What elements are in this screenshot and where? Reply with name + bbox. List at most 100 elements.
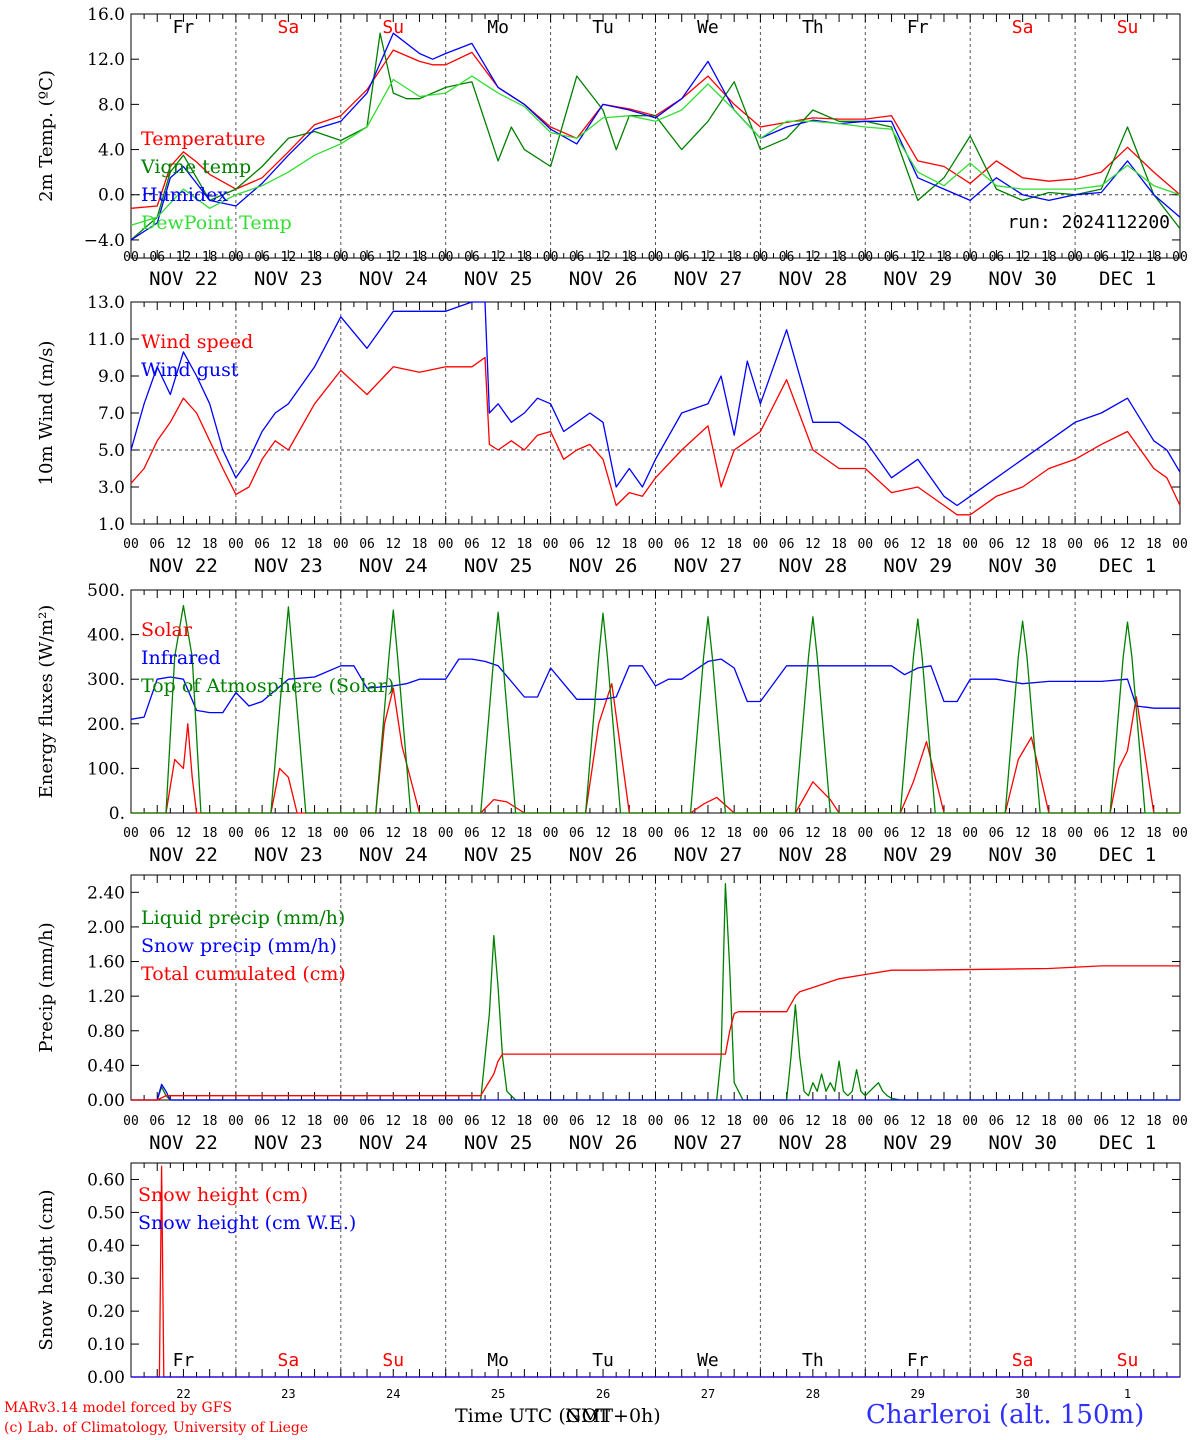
hour-tick-label: 06	[989, 250, 1005, 265]
y-tick-label: 0.0	[98, 186, 125, 206]
hour-tick-label: 00	[1172, 826, 1188, 841]
hour-tick-label: 18	[202, 826, 218, 841]
hour-tick-label: 06	[779, 826, 795, 841]
legend-entry: Temperature	[141, 128, 265, 150]
hour-tick-label: 00	[1067, 537, 1083, 552]
model-credit: MARv3.14 model forced by GFS	[4, 1400, 233, 1416]
hour-tick-label: 00	[857, 250, 873, 265]
series-line-top-of-atmosphere-solar-	[131, 604, 1180, 814]
hour-tick-label: 00	[543, 250, 559, 265]
y-tick-label: 0.50	[87, 1203, 125, 1223]
date-label: NOV 29	[883, 268, 952, 290]
y-tick-label: 500.	[87, 581, 125, 601]
hour-tick-label: 18	[831, 537, 847, 552]
hour-tick-label: 18	[621, 1114, 637, 1129]
series-line-total-cumulated-cm-	[131, 965, 1180, 1101]
hour-tick-label: 06	[884, 250, 900, 265]
date-label: NOV 28	[779, 1132, 848, 1154]
hour-tick-label: 06	[254, 537, 270, 552]
hour-tick-label: 06	[569, 537, 585, 552]
hour-tick-label: 00	[438, 1114, 454, 1129]
hour-tick-label: 00	[1172, 1114, 1188, 1129]
y-tick-label: 0.80	[87, 1022, 125, 1042]
hour-tick-label: 00	[962, 826, 978, 841]
hour-tick-label: 00	[333, 826, 349, 841]
hour-tick-label: 06	[464, 250, 480, 265]
hour-tick-label: 12	[385, 1114, 401, 1129]
hour-tick-label: 00	[962, 1114, 978, 1129]
hour-tick-label: 00	[438, 537, 454, 552]
hour-tick-label: 18	[831, 826, 847, 841]
weekday-label: Sa	[278, 1350, 300, 1371]
hour-tick-label: 06	[779, 1114, 795, 1129]
hour-tick-label: 18	[307, 1114, 323, 1129]
hour-tick-label: 18	[936, 250, 952, 265]
hour-tick-label: 12	[176, 1114, 192, 1129]
hour-tick-label: 06	[149, 537, 165, 552]
hour-tick-label: 06	[149, 1114, 165, 1129]
series-line-wind-gust	[130, 301, 1181, 507]
date-label: NOV 28	[779, 555, 848, 577]
weekday-label: Th	[802, 1350, 824, 1371]
legend-entry: Infrared	[141, 647, 221, 669]
y-tick-label: 7.0	[98, 404, 125, 424]
day-number-label: 26	[596, 1387, 610, 1401]
y-tick-label: 16.0	[87, 5, 125, 25]
hour-tick-label: 18	[1146, 1114, 1162, 1129]
hour-tick-label: 00	[857, 1114, 873, 1129]
day-number-label: 22	[176, 1387, 190, 1401]
weekday-label: Su	[382, 17, 404, 38]
hour-tick-label: 12	[490, 1114, 506, 1129]
hour-tick-label: 00	[1067, 250, 1083, 265]
legend-entry: Solar	[141, 619, 193, 641]
weekday-label: Su	[1117, 1350, 1139, 1371]
date-label: NOV 22	[149, 844, 218, 866]
hour-tick-label: 00	[438, 826, 454, 841]
day-number-label: 25	[491, 1387, 505, 1401]
y-tick-label: 0.30	[87, 1269, 125, 1289]
hour-tick-label: 12	[281, 1114, 297, 1129]
weekday-label: Fr	[907, 17, 929, 38]
date-label: NOV 26	[569, 268, 638, 290]
date-label: NOV 29	[883, 1132, 952, 1154]
hour-tick-label: 00	[543, 1114, 559, 1129]
hour-tick-label: 18	[726, 826, 742, 841]
hour-tick-label: 12	[490, 826, 506, 841]
date-label: NOV 24	[359, 555, 428, 577]
day-number-label: 1	[1124, 1387, 1131, 1401]
y-tick-label: 100.	[87, 759, 125, 779]
hour-tick-label: 18	[412, 537, 428, 552]
y-tick-label: 0.20	[87, 1302, 125, 1322]
hour-tick-label: 00	[648, 537, 664, 552]
panel-precip: 0.00 0.40 0.80 1.20 1.60 2.00 2.40 Precip (mm/h…	[36, 874, 1188, 1154]
hour-tick-label: 06	[359, 250, 375, 265]
y-tick-label: 1.20	[87, 987, 125, 1007]
hour-tick-label: 06	[674, 1114, 690, 1129]
y-tick-label: 0.10	[87, 1335, 125, 1355]
y-tick-label: 8.0	[98, 95, 125, 115]
y-tick-label: 2.00	[87, 918, 125, 938]
y-tick-label: 4.0	[98, 141, 125, 161]
y-tick-label: 3.0	[98, 478, 125, 498]
hour-tick-label: 12	[595, 1114, 611, 1129]
weekday-label: Mo	[487, 1350, 509, 1371]
hour-tick-label: 18	[202, 250, 218, 265]
y-axis-label: Precip (mm/h)	[36, 922, 57, 1052]
y-tick-label: 0.40	[87, 1056, 125, 1076]
hour-tick-label: 18	[202, 1114, 218, 1129]
weekday-label: We	[697, 17, 719, 38]
hour-tick-label: 12	[595, 537, 611, 552]
hour-tick-label: 18	[307, 250, 323, 265]
hour-tick-label: 00	[753, 1114, 769, 1129]
date-label: NOV 28	[779, 268, 848, 290]
hour-tick-label: 00	[543, 826, 559, 841]
series-line-solar	[131, 683, 1180, 814]
date-label: DEC 1	[1099, 844, 1156, 866]
y-tick-label: 0.	[109, 804, 125, 824]
hour-tick-label: 06	[989, 537, 1005, 552]
hour-tick-label: 06	[779, 537, 795, 552]
station-name: Charleroi (alt. 150m)	[866, 1400, 1145, 1430]
hour-tick-label: 00	[123, 1114, 139, 1129]
y-tick-label: 5.0	[98, 441, 125, 461]
hour-tick-label: 18	[726, 1114, 742, 1129]
